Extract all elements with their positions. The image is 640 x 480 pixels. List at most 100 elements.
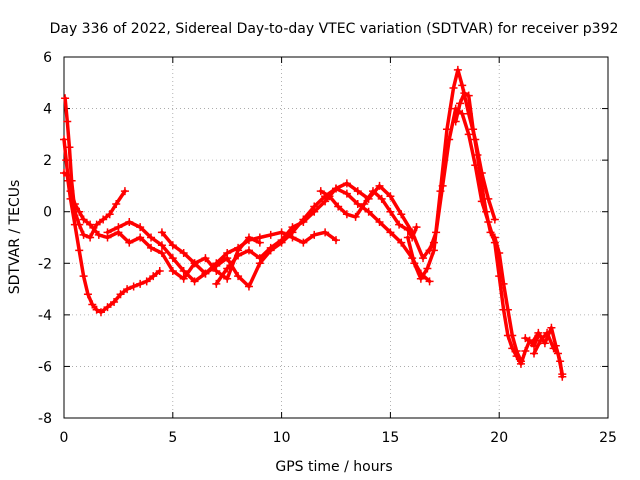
axis-ticks: 0 5 10 15 20 25 -8 -6 -4 -2 0 2 4 6 (38, 50, 617, 446)
data-point (157, 228, 166, 237)
data-point (75, 246, 84, 255)
data-point (255, 233, 264, 242)
y-tick-label: -4 (38, 308, 52, 324)
data-point (395, 220, 404, 229)
data-point (60, 135, 68, 144)
data-points (60, 65, 567, 381)
data-point (123, 285, 132, 294)
x-tick-label: 15 (381, 430, 399, 446)
data-point (61, 94, 70, 103)
data-point (521, 346, 530, 355)
data-point (464, 91, 473, 100)
data-point (103, 303, 112, 312)
data-point (299, 238, 308, 247)
data-point (558, 370, 567, 379)
data-point (342, 210, 351, 219)
data-point (92, 305, 101, 314)
data-point (386, 192, 395, 201)
data-point (499, 279, 508, 288)
chart-title: Day 336 of 2022, Sidereal Day-to-day VTE… (50, 21, 619, 37)
data-point (96, 308, 105, 317)
data-point (432, 228, 441, 237)
series-satellite-track-b (61, 94, 129, 242)
data-point (120, 187, 129, 196)
x-axis-label: GPS time / hours (275, 459, 392, 475)
data-point (105, 210, 114, 219)
data-point (456, 99, 465, 108)
data-point (149, 272, 158, 281)
y-tick-label: 4 (43, 102, 52, 118)
data-point (70, 199, 79, 208)
x-tick-label: 0 (60, 430, 69, 446)
data-point (129, 282, 138, 291)
y-tick-label: -8 (38, 411, 52, 427)
data-point (212, 279, 221, 288)
data-point (477, 181, 486, 190)
data-point (364, 207, 373, 216)
data-point (103, 228, 112, 237)
data-point (503, 305, 512, 314)
data-point (386, 228, 395, 237)
data-point (458, 81, 467, 90)
data-point (147, 243, 156, 252)
series-trace (453, 91, 523, 364)
data-point (142, 277, 151, 286)
data-point (299, 218, 308, 227)
data-point (490, 215, 499, 224)
data-point (473, 150, 482, 159)
data-point (453, 65, 462, 74)
data-point (168, 267, 177, 276)
data-point (114, 223, 123, 232)
data-point (508, 331, 517, 340)
data-point (403, 233, 412, 242)
data-point (147, 233, 156, 242)
data-point (482, 207, 491, 216)
y-tick-label: -2 (38, 256, 52, 272)
series-satellite-track-d (103, 218, 340, 286)
data-point (334, 202, 343, 211)
data-point (325, 192, 334, 201)
data-point (375, 218, 384, 227)
data-point (255, 254, 264, 263)
data-point (412, 223, 421, 232)
data-point (547, 323, 556, 332)
y-tick-label: 0 (43, 205, 52, 221)
data-point (234, 272, 243, 281)
data-point (310, 230, 319, 239)
data-point (136, 279, 145, 288)
data-point (88, 300, 97, 309)
data-point (244, 246, 253, 255)
data-point (94, 230, 103, 239)
data-point (464, 130, 473, 139)
data-point (419, 254, 428, 263)
data-point (527, 339, 536, 348)
data-point (168, 241, 177, 250)
data-point (458, 109, 467, 118)
data-point (425, 246, 434, 255)
data-point (495, 248, 504, 257)
data-point (116, 290, 125, 299)
data-point (449, 83, 458, 92)
data-point (157, 248, 166, 257)
series-satellite-track-a (60, 169, 164, 317)
data-point (125, 238, 134, 247)
series-satellite-track-j (451, 89, 525, 366)
data-point (321, 197, 330, 206)
data-point (179, 248, 188, 257)
data-point (553, 349, 562, 358)
data-point (223, 274, 232, 283)
data-point (136, 223, 145, 232)
data-point (438, 181, 447, 190)
data-point (332, 236, 340, 245)
data-point (451, 117, 460, 126)
data-point (179, 274, 188, 283)
data-point (397, 210, 406, 219)
data-point (110, 297, 119, 306)
data-point (277, 236, 286, 245)
data-point (516, 357, 525, 366)
data-point (155, 267, 164, 276)
data-point (540, 339, 549, 348)
data-point (288, 223, 297, 232)
data-point (397, 238, 406, 247)
